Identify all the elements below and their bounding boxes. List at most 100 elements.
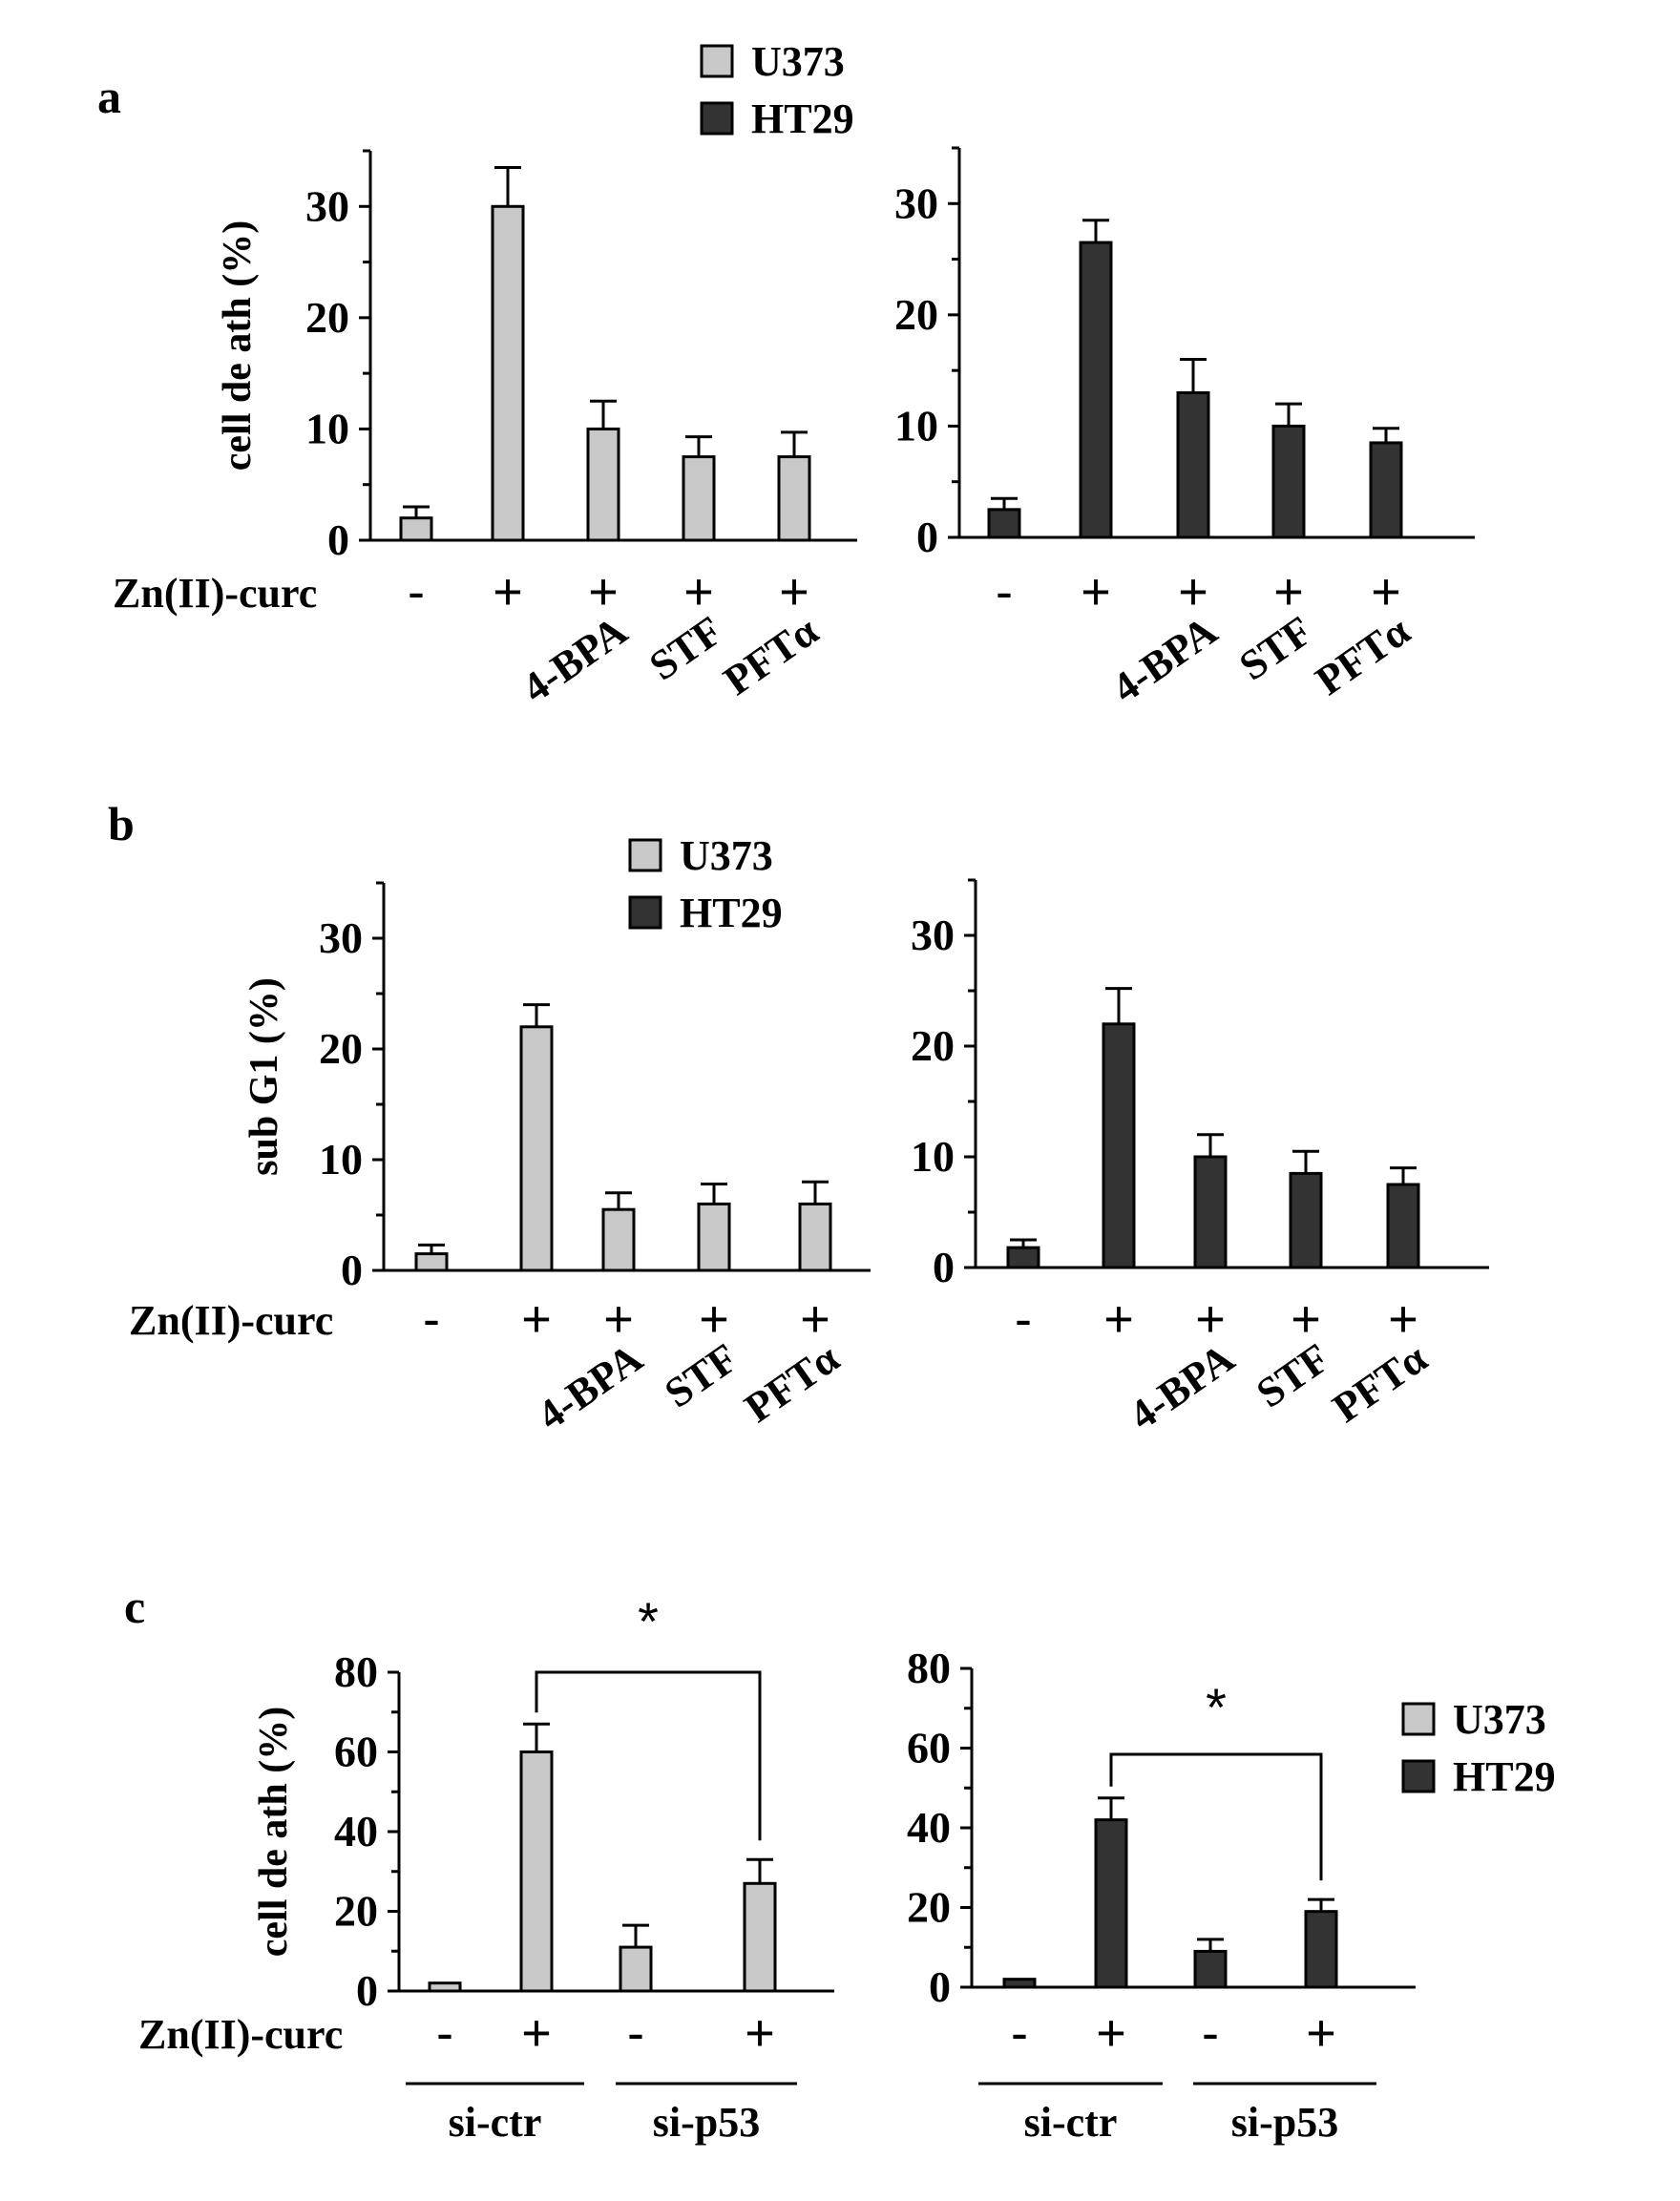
significance-star: * <box>1206 1677 1227 1737</box>
legend-label-ht29: HT29 <box>1453 1753 1556 1800</box>
y-tick-label: 40 <box>334 1807 378 1855</box>
treatment-label: PFTα <box>1307 607 1418 704</box>
treatment-sign: + <box>779 563 809 620</box>
bar <box>987 508 1021 539</box>
chart-b-u373: 0 10 20 30 sub G1 (%) Zn(II)-curc - + + + +4-BPA ST… <box>129 881 871 1439</box>
y-tick-label: 20 <box>907 1883 951 1932</box>
chart-a-u373: 0 10 20 30 cell de ath (%) Zn(II)-curc - + + + +4-… <box>113 149 857 712</box>
legend: U373 HT29 <box>700 38 854 142</box>
y-tick-label: 0 <box>341 1246 363 1294</box>
bar <box>743 1881 777 1993</box>
treatment-label: 4-BPA <box>1103 607 1226 712</box>
bar <box>1193 1155 1228 1269</box>
treatment-label: STF <box>1249 1334 1338 1416</box>
legend-swatch-ht29 <box>1401 1759 1436 1793</box>
bar <box>399 516 433 542</box>
treatment-sign: + <box>1081 563 1111 620</box>
legend-swatch-u373 <box>1401 1702 1436 1736</box>
bar <box>1271 424 1306 539</box>
treatment-sign: + <box>699 1290 729 1348</box>
significance-bracket <box>535 1670 762 1841</box>
bar <box>428 1981 462 1993</box>
y-axis-label: sub G1 (%) <box>242 977 286 1176</box>
y-tick-label: 30 <box>319 913 363 962</box>
bar <box>1304 1910 1338 1989</box>
legend-label-ht29: HT29 <box>680 890 783 936</box>
bar <box>1176 390 1210 539</box>
y-tick-label: 80 <box>907 1644 951 1692</box>
chart-c-u373: 0 20 40 60 80 cell de ath (%) Zn(II)-curc - + - + s… <box>138 1591 834 2146</box>
y-tick-label: 10 <box>894 401 938 450</box>
bar <box>519 1025 554 1272</box>
legend-label-ht29: HT29 <box>751 95 854 142</box>
legend-swatch-ht29 <box>700 101 734 136</box>
row-label: Zn(II)-curc <box>138 2011 343 2058</box>
treatment-label: 4-BPA <box>1121 1334 1243 1439</box>
bar <box>601 1207 636 1272</box>
y-tick-label: 10 <box>911 1132 955 1181</box>
treatment-sign: - <box>408 563 425 620</box>
treatment-sign: + <box>521 2004 552 2062</box>
y-axis-label: cell de ath (%) <box>252 1707 296 1957</box>
legend: U373 HT29 <box>1401 1696 1556 1800</box>
bar <box>1386 1183 1420 1269</box>
bar <box>414 1252 449 1272</box>
y-axis-label: cell de ath (%) <box>216 220 260 471</box>
y-tick-label: 0 <box>929 1962 951 2011</box>
treatment-sign: - <box>1202 2004 1219 2062</box>
panel-letter: b <box>108 797 135 850</box>
treatment-sign: + <box>588 563 619 620</box>
row-label: Zn(II)-curc <box>129 1297 333 1344</box>
y-tick-label: 40 <box>907 1803 951 1852</box>
treatment-sign: + <box>800 1290 830 1348</box>
treatment-sign: + <box>1371 563 1401 620</box>
y-tick-label: 10 <box>319 1135 363 1184</box>
legend-label-u373: U373 <box>680 832 773 879</box>
significance-bracket <box>1109 1752 1323 1881</box>
y-tick-label: 0 <box>327 515 349 564</box>
treatment-sign: - <box>423 1290 440 1348</box>
treatment-sign: + <box>493 563 523 620</box>
treatment-sign: + <box>521 1290 552 1348</box>
treatment-label: 4-BPA <box>514 607 636 712</box>
bar <box>1079 241 1113 539</box>
bar <box>1369 441 1403 539</box>
bar <box>1289 1171 1323 1269</box>
treatment-label: STF <box>641 607 731 689</box>
y-tick-label: 30 <box>305 181 349 230</box>
treatment-label: 4-BPA <box>529 1334 651 1439</box>
panel-letter: c <box>124 1580 145 1633</box>
y-tick-label: 20 <box>894 290 938 339</box>
legend: U373 HT29 <box>628 832 783 936</box>
y-tick-label: 20 <box>911 1021 955 1070</box>
bar <box>682 455 716 542</box>
treatment-sign: + <box>683 563 714 620</box>
bar <box>777 455 811 542</box>
treatment-sign: - <box>1015 1290 1032 1348</box>
treatment-sign: - <box>996 563 1013 620</box>
bar <box>1094 1818 1128 1989</box>
y-tick-label: 0 <box>933 1243 955 1291</box>
bar <box>1002 1978 1037 1989</box>
bar <box>1006 1246 1040 1269</box>
bar <box>619 1945 653 1993</box>
row-label: Zn(II)-curc <box>113 570 317 617</box>
group-label: si-ctr <box>1024 2099 1118 2146</box>
treatment-sign: + <box>1388 1290 1418 1348</box>
y-tick-label: 20 <box>334 1887 378 1936</box>
treatment-sign: + <box>1096 2004 1126 2062</box>
treatment-sign: + <box>745 2004 775 2062</box>
bar <box>491 204 525 542</box>
y-tick-label: 20 <box>305 293 349 342</box>
treatment-sign: + <box>603 1290 634 1348</box>
group-label: si-ctr <box>449 2099 542 2146</box>
bar <box>586 427 620 542</box>
legend-label-u373: U373 <box>1453 1696 1546 1743</box>
treatment-sign: + <box>1195 1290 1226 1348</box>
y-tick-label: 80 <box>334 1647 378 1696</box>
treatment-sign: + <box>1103 1290 1134 1348</box>
treatment-label: PFTα <box>1324 1334 1436 1432</box>
treatment-sign: + <box>1273 563 1304 620</box>
